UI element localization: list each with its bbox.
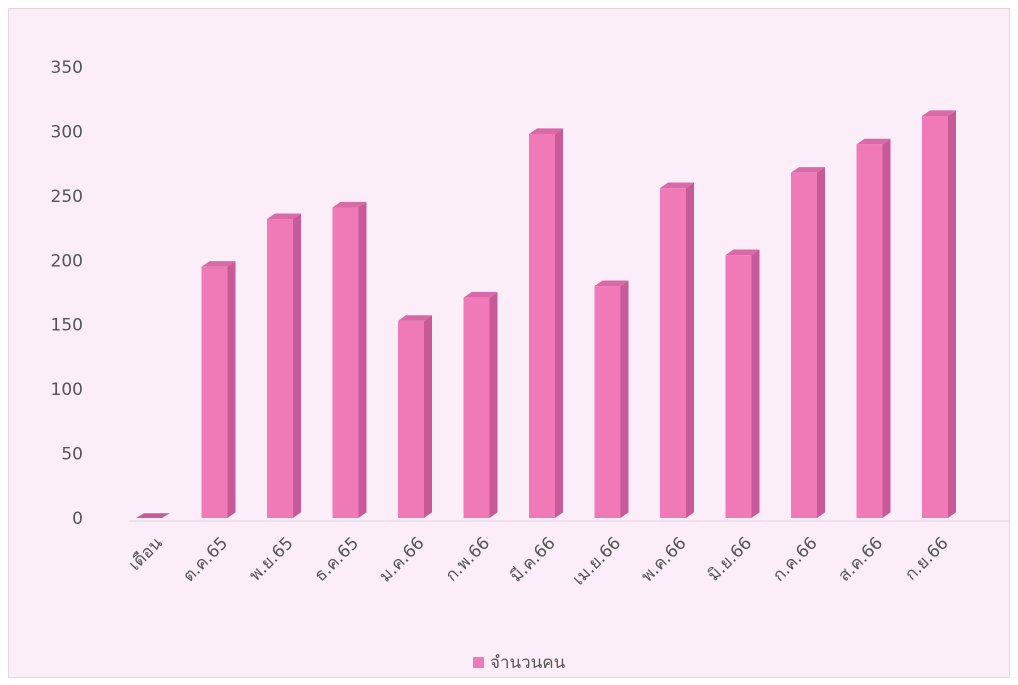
bar-chart: 0 50 100 150 200 250 300 350 เดือน ต.ค.65 พ.ย.65 ธ.…	[51, 58, 1009, 590]
bar	[332, 201, 367, 518]
x-tick-label: ธ.ค.65	[311, 533, 363, 585]
x-tick-label: ส.ค.66	[835, 533, 887, 585]
x-tick-label: ก.ค.66	[769, 533, 821, 585]
bar-top	[201, 261, 236, 267]
bar-side	[620, 280, 629, 518]
bar-front	[922, 115, 948, 519]
x-tick-label: ต.ค.65	[179, 533, 232, 586]
bar-front	[463, 297, 490, 518]
x-tick-label: ก.พ.66	[442, 533, 494, 585]
bar-side	[293, 213, 301, 519]
bar	[201, 261, 236, 518]
bar-side	[686, 182, 694, 519]
bar-front	[267, 219, 293, 518]
x-tick-label: มิ.ย.66	[704, 533, 756, 585]
bar-top	[791, 167, 825, 173]
y-tick-label: 50	[61, 445, 83, 465]
x-tick-label: เม.ย.66	[569, 533, 625, 589]
x-tick-label: มี.ค.66	[506, 533, 559, 586]
bar-side	[555, 128, 563, 519]
bar	[725, 249, 760, 519]
bar	[529, 128, 563, 519]
bar-top	[267, 213, 301, 220]
x-tick-label: ก.ย.66	[901, 533, 952, 584]
bar-top	[529, 128, 563, 135]
bar-front	[398, 320, 424, 518]
bar-side	[358, 201, 367, 518]
bar-top	[660, 182, 694, 189]
legend-label: จำนวนคน	[490, 653, 566, 673]
bar-side	[424, 315, 432, 518]
legend-swatch	[473, 657, 484, 668]
bar-front	[201, 266, 228, 518]
y-tick-label: 300	[51, 122, 83, 142]
legend: จำนวนคน	[473, 649, 565, 676]
x-tick-label: พ.ค.66	[637, 533, 690, 586]
bar-front	[725, 255, 752, 519]
bar-top	[136, 513, 170, 518]
bar-side	[227, 261, 236, 518]
bar-side	[948, 110, 956, 518]
bar	[660, 182, 694, 519]
bar-side	[882, 138, 891, 518]
y-tick-label: 150	[51, 316, 83, 336]
bar-top	[398, 315, 432, 321]
bar-front	[332, 207, 359, 518]
y-tick-label: 250	[51, 187, 83, 207]
bar-top	[332, 201, 367, 208]
bar-side	[489, 292, 498, 518]
y-tick-label: 100	[51, 380, 83, 400]
bar	[594, 280, 629, 518]
y-tick-label: 0	[72, 509, 83, 529]
bar-front	[594, 286, 621, 518]
bar-front	[529, 134, 555, 518]
bar	[463, 292, 498, 518]
bar-side	[817, 167, 825, 518]
bar	[136, 513, 170, 518]
x-tick-label: ม.ค.66	[375, 533, 428, 586]
bar-top	[725, 249, 760, 256]
bar-top	[463, 292, 498, 298]
bar-top	[856, 138, 891, 145]
bar	[267, 213, 301, 519]
bar-front	[856, 144, 883, 519]
bar-top	[922, 110, 956, 116]
x-tick-label: เดือน	[125, 533, 167, 575]
bar	[791, 167, 825, 519]
bar-front	[791, 172, 817, 519]
x-tick-label: พ.ย.65	[245, 533, 297, 585]
bar	[856, 138, 891, 519]
y-tick-label: 200	[51, 251, 83, 271]
bar	[398, 315, 432, 518]
bar	[922, 110, 956, 519]
chart-area: 0 50 100 150 200 250 300 350 เดือน ต.ค.65 พ.ย.65 ธ.…	[8, 8, 1010, 678]
bar-top	[594, 280, 629, 287]
bar-side	[751, 249, 760, 518]
bar-front	[660, 188, 686, 518]
y-tick-label: 350	[51, 58, 83, 78]
